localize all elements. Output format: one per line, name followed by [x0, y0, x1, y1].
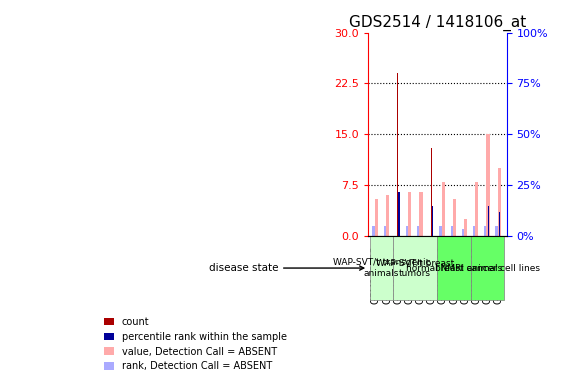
FancyBboxPatch shape: [392, 236, 437, 300]
Bar: [495, 226, 500, 236]
Bar: [484, 226, 489, 236]
Bar: [440, 226, 444, 236]
Bar: [450, 226, 455, 236]
Bar: [397, 73, 399, 236]
Bar: [475, 182, 479, 236]
Bar: [398, 192, 400, 236]
Text: WAP-SVT/t transgenic
animals: WAP-SVT/t transgenic animals: [333, 258, 430, 278]
FancyBboxPatch shape: [370, 236, 392, 300]
Bar: [417, 226, 422, 236]
Text: disease state: disease state: [208, 263, 364, 273]
Bar: [406, 226, 410, 236]
Bar: [488, 206, 489, 236]
Bar: [462, 230, 467, 236]
Bar: [383, 226, 388, 236]
Legend: count, percentile rank within the sample, value, Detection Call = ABSENT, rank, : count, percentile rank within the sample…: [101, 313, 291, 375]
Bar: [386, 195, 389, 236]
Bar: [375, 199, 378, 236]
Text: breast cancer cell lines: breast cancer cell lines: [435, 263, 540, 273]
Bar: [431, 148, 432, 236]
Bar: [419, 192, 423, 236]
Bar: [442, 182, 445, 236]
Bar: [498, 168, 501, 236]
Bar: [432, 206, 433, 236]
Bar: [486, 134, 490, 236]
Bar: [499, 212, 500, 236]
Text: WAP-SVT/t breast
tumors: WAP-SVT/t breast tumors: [376, 258, 454, 278]
Title: GDS2514 / 1418106_at: GDS2514 / 1418106_at: [348, 15, 526, 31]
FancyBboxPatch shape: [437, 236, 471, 300]
Bar: [464, 219, 467, 236]
Bar: [372, 226, 377, 236]
Bar: [408, 192, 412, 236]
FancyBboxPatch shape: [471, 236, 504, 300]
Bar: [453, 199, 456, 236]
Bar: [473, 226, 477, 236]
Text: normal NMRI animals: normal NMRI animals: [406, 263, 502, 273]
